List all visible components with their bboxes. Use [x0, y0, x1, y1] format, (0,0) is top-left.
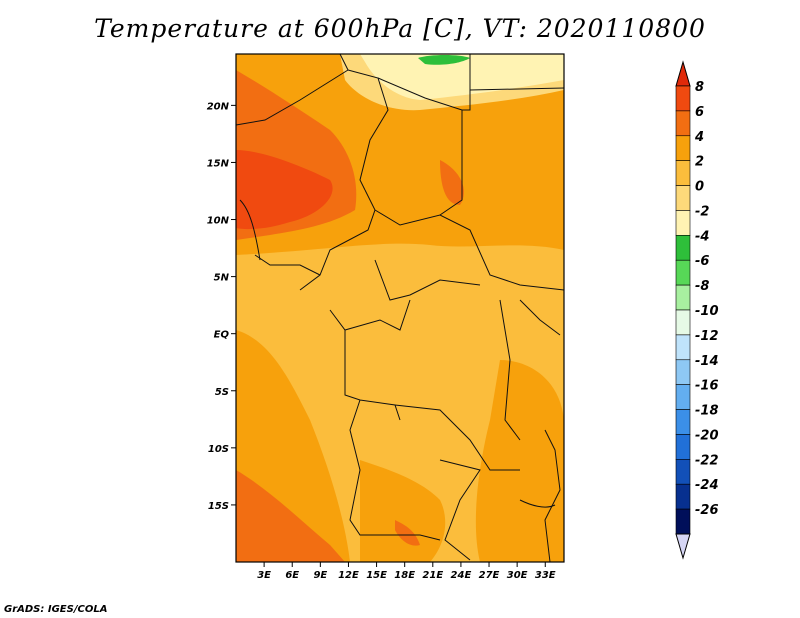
lon-tick-label: 3E: [257, 570, 271, 581]
colorbar-swatch: [675, 508, 691, 535]
colorbar-level-label: -4: [695, 229, 709, 244]
lat-tick-label: 15S: [208, 501, 229, 512]
lat-tick-label: 20N: [207, 101, 230, 112]
lat-tick-label: 15N: [207, 158, 230, 169]
colorbar-level-label: -10: [695, 304, 719, 319]
lat-tick-label: 10S: [208, 444, 229, 455]
colorbar: 8 6 4 2 0 -2 -4 -6 -8 -10 -12 -14 -16 -18 -20 -22 -24 -26: [675, 60, 719, 560]
colorbar-level-label: -6: [695, 254, 709, 269]
colorbar-level-label: 0: [695, 180, 704, 195]
lon-tick-label: 27E: [479, 570, 500, 581]
lon-tick-label: 24E: [451, 570, 472, 581]
lon-tick-label: 12E: [338, 570, 359, 581]
lat-tick-label: 10N: [207, 216, 230, 227]
lon-tick-label: 6E: [285, 570, 299, 581]
lat-tick-label: 5N: [214, 273, 230, 284]
colorbar-level-label: -2: [695, 204, 709, 219]
colorbar-bottom-triangle: [675, 533, 691, 560]
colorbar-top-triangle: [675, 60, 691, 87]
colorbar-swatch: [675, 210, 691, 236]
colorbar-level-label: -24: [695, 478, 719, 493]
lon-tick-label: 9E: [313, 570, 327, 581]
map-title: Temperature at 600hPa [C], VT: 202011080…: [94, 14, 706, 43]
lat-tick-label: EQ: [214, 330, 230, 341]
lon-tick-label: 15E: [366, 570, 387, 581]
colorbar-level-label: 6: [695, 105, 704, 120]
colorbar-swatch: [675, 459, 691, 485]
colorbar-level-label: 8: [695, 80, 704, 95]
colorbar-swatch: [675, 384, 691, 410]
map-frame: [235, 53, 565, 563]
colorbar-level-label: -26: [695, 503, 719, 518]
country-borders: [235, 53, 565, 563]
colorbar-swatch: [675, 409, 691, 435]
temperature-field: [236, 54, 564, 562]
colorbar-swatch: [675, 185, 691, 211]
colorbar-swatch: [675, 85, 691, 112]
latitude-axis: 20N 15N 10N 5N EQ 5S 10S 15S: [207, 101, 236, 512]
colorbar-level-label: -18: [695, 404, 719, 419]
colorbar-level-label: -14: [695, 354, 719, 369]
lat-tick-label: 5S: [215, 387, 229, 398]
longitude-axis: 3E 6E 9E 12E 15E 18E 21E 24E 27E 30E 33E: [257, 562, 556, 581]
grads-credit: GrADS: IGES/COLA: [4, 604, 108, 615]
lon-tick-label: 33E: [535, 570, 556, 581]
colorbar-level-label: 4: [694, 130, 704, 145]
colorbar-swatch: [675, 110, 691, 137]
colorbar-swatch: [675, 434, 691, 460]
colorbar-level-label: -12: [695, 329, 719, 344]
colorbar-level-label: -22: [695, 453, 719, 468]
lon-tick-label: 30E: [507, 570, 528, 581]
colorbar-level-label: -16: [695, 379, 719, 394]
colorbar-swatch: [675, 334, 691, 361]
colorbar-swatch: [675, 235, 691, 261]
colorbar-swatch: [675, 359, 691, 385]
colorbar-swatch: [675, 309, 691, 336]
colorbar-swatch: [675, 135, 691, 161]
colorbar-level-label: 2: [695, 155, 704, 170]
colorbar-level-label: -20: [695, 428, 719, 443]
colorbar-swatch: [675, 483, 691, 510]
colorbar-swatch: [675, 284, 691, 311]
lon-tick-label: 18E: [394, 570, 415, 581]
colorbar-swatch: [675, 160, 691, 186]
lon-tick-label: 21E: [422, 570, 443, 581]
colorbar-level-label: -8: [695, 279, 709, 294]
colorbar-swatch: [675, 259, 691, 286]
